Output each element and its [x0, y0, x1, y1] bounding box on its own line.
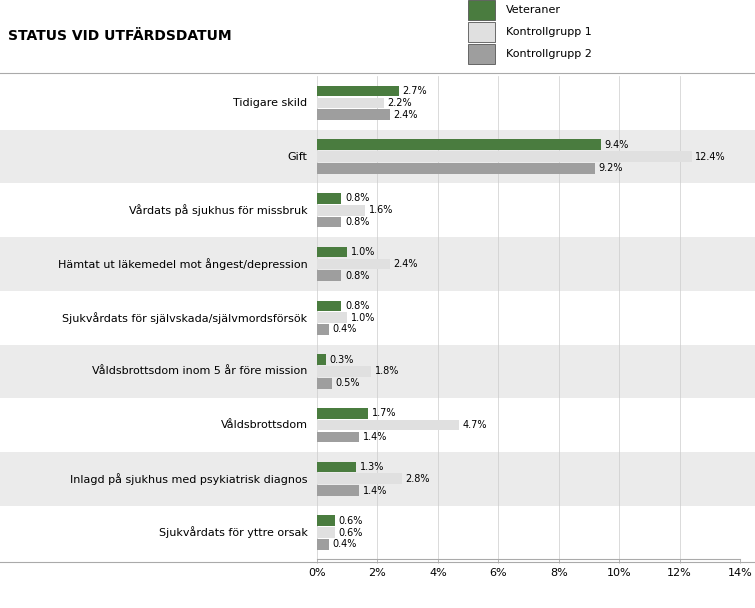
Bar [317, 485, 359, 496]
Bar [0, 506, 755, 559]
Bar [317, 354, 326, 365]
Bar [317, 378, 332, 389]
Text: 9.2%: 9.2% [599, 164, 623, 173]
Bar [0, 398, 755, 452]
Text: 12.4%: 12.4% [695, 151, 726, 162]
Text: 0.8%: 0.8% [345, 301, 369, 311]
Text: 0.4%: 0.4% [333, 539, 357, 549]
Bar [317, 461, 356, 472]
Text: 0.8%: 0.8% [345, 271, 369, 281]
Bar [0, 237, 755, 291]
Text: Våldsbrottsdom inom 5 år före mission: Våldsbrottsdom inom 5 år före mission [92, 367, 307, 376]
Text: Sjukvårdats för yttre orsak: Sjukvårdats för yttre orsak [159, 527, 307, 539]
Bar [317, 97, 384, 108]
Bar [317, 324, 329, 335]
Text: 0.6%: 0.6% [339, 516, 363, 526]
Text: Vårdats på sjukhus för missbruk: Vårdats på sjukhus för missbruk [129, 204, 307, 216]
Text: Veteraner: Veteraner [506, 5, 561, 15]
Bar [0, 184, 755, 237]
Text: Sjukvårdats för självskada/självmordsförsök: Sjukvårdats för självskada/självmordsför… [63, 312, 307, 323]
Bar [317, 539, 329, 550]
Bar [317, 527, 335, 538]
Text: 1.4%: 1.4% [363, 486, 387, 496]
Bar [317, 300, 341, 311]
Text: 0.3%: 0.3% [330, 354, 354, 365]
Bar [317, 86, 399, 96]
Text: 2.7%: 2.7% [402, 86, 427, 96]
Text: 2.8%: 2.8% [405, 474, 430, 484]
Bar [317, 205, 365, 216]
Text: 2.4%: 2.4% [393, 109, 418, 120]
Bar [317, 408, 368, 418]
Text: 0.6%: 0.6% [339, 528, 363, 537]
Text: Våldsbrottsdom: Våldsbrottsdom [220, 420, 307, 430]
Text: Kontrollgrupp 2: Kontrollgrupp 2 [506, 49, 592, 59]
Bar [317, 163, 595, 174]
Bar [0, 452, 755, 506]
Text: 0.8%: 0.8% [345, 193, 369, 204]
Bar [0, 345, 755, 398]
Text: Inlagd på sjukhus med psykiatrisk diagnos: Inlagd på sjukhus med psykiatrisk diagno… [70, 473, 307, 485]
Text: 9.4%: 9.4% [605, 140, 629, 150]
Text: 2.4%: 2.4% [393, 259, 418, 269]
Bar [317, 432, 359, 442]
Text: 1.3%: 1.3% [360, 462, 384, 472]
Text: Hämtat ut läkemedel mot ångest/depression: Hämtat ut läkemedel mot ångest/depressio… [58, 258, 307, 270]
Text: 1.0%: 1.0% [351, 247, 375, 257]
Text: 2.2%: 2.2% [387, 98, 411, 108]
Bar [0, 76, 755, 130]
Text: 1.0%: 1.0% [351, 313, 375, 323]
Text: 0.8%: 0.8% [345, 217, 369, 227]
Bar [317, 109, 390, 120]
Bar [317, 516, 335, 526]
Bar [0, 291, 755, 345]
Bar [468, 44, 495, 64]
Text: Gift: Gift [288, 151, 307, 162]
Bar [317, 474, 402, 484]
Text: STATUS VID UTFÄRDSDATUM: STATUS VID UTFÄRDSDATUM [8, 29, 231, 44]
Text: Tidigare skild: Tidigare skild [233, 98, 307, 108]
Bar [468, 0, 495, 21]
Bar [317, 193, 341, 204]
Bar [317, 420, 459, 430]
Bar [0, 130, 755, 184]
Bar [317, 258, 390, 269]
Text: 1.4%: 1.4% [363, 432, 387, 442]
Text: 1.8%: 1.8% [375, 367, 399, 376]
Bar [317, 217, 341, 227]
Bar [317, 151, 692, 162]
Bar [317, 139, 601, 150]
Text: 0.5%: 0.5% [336, 378, 360, 388]
Bar [317, 313, 347, 323]
Bar [317, 271, 341, 281]
Text: Kontrollgrupp 1: Kontrollgrupp 1 [506, 27, 592, 37]
Text: 0.4%: 0.4% [333, 325, 357, 334]
Text: 4.7%: 4.7% [463, 420, 487, 430]
Text: 1.6%: 1.6% [369, 206, 393, 215]
Bar [317, 366, 371, 377]
Bar [317, 247, 347, 257]
Text: 1.7%: 1.7% [372, 409, 396, 418]
Bar [468, 22, 495, 43]
